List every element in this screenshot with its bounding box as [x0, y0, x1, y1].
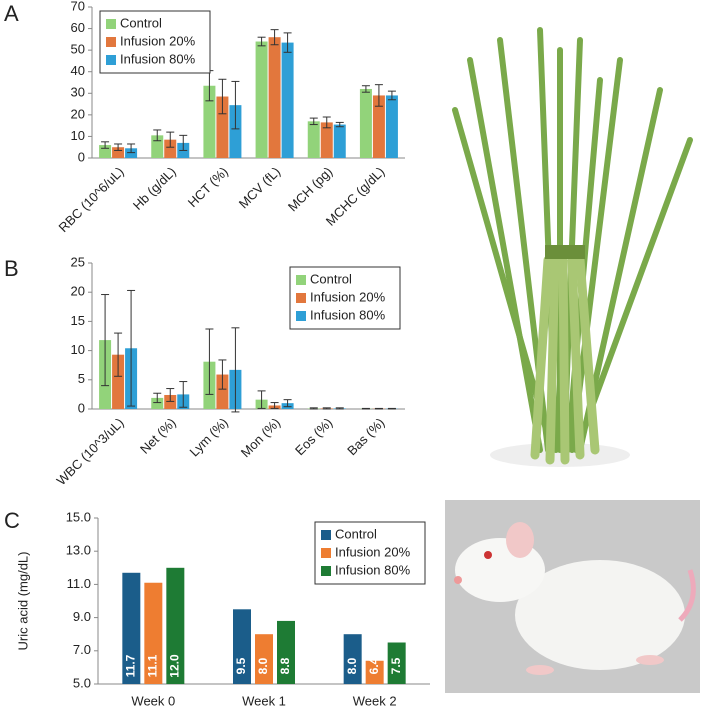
legend-label: Infusion 80% — [310, 307, 386, 322]
y-tick-label: 20 — [71, 106, 85, 121]
bar — [256, 42, 268, 158]
y-tick-label: 15 — [71, 313, 85, 328]
value-label: 12.0 — [168, 654, 182, 678]
y-tick-label: 13.0 — [66, 543, 91, 558]
y-tick-label: 30 — [71, 85, 85, 100]
x-tick-label: Eos (%) — [292, 415, 335, 458]
error-bar — [375, 408, 383, 409]
x-tick-label: MCH (pg) — [285, 164, 335, 214]
x-tick-label: Net (%) — [137, 415, 179, 457]
x-tick-label: Lym (%) — [186, 415, 230, 459]
y-tick-label: 9.0 — [73, 609, 91, 624]
legend-swatch — [106, 55, 116, 65]
value-label: 8.0 — [345, 657, 359, 674]
x-tick-label: Week 2 — [353, 693, 397, 708]
y-tick-label: 7.0 — [73, 642, 91, 657]
legend-label: Infusion 20% — [335, 544, 411, 559]
y-tick-label: 11.0 — [67, 576, 91, 591]
x-tick-label: WBC (10^3/uL) — [53, 415, 126, 488]
x-tick-label: MCV (fL) — [236, 164, 283, 211]
error-bar — [388, 408, 396, 409]
panel-letter: C — [4, 508, 20, 533]
legend-label: Control — [310, 271, 352, 286]
y-tick-label: 5.0 — [73, 675, 91, 690]
legend-label: Infusion 20% — [120, 33, 196, 48]
value-label: 9.5 — [234, 657, 248, 674]
legend-swatch — [296, 311, 306, 321]
y-tick-label: 70 — [71, 0, 85, 13]
y-tick-label: 40 — [71, 63, 85, 78]
bar — [334, 125, 346, 158]
legend-swatch — [321, 566, 331, 576]
x-tick-label: Week 0 — [131, 693, 175, 708]
legend-label: Control — [335, 526, 377, 541]
x-tick-label: Hb (g/dL) — [130, 164, 179, 213]
legend-swatch — [106, 37, 116, 47]
bar — [386, 95, 398, 158]
bar — [269, 37, 281, 158]
y-tick-label: 0 — [78, 400, 85, 415]
legend-label: Control — [120, 15, 162, 30]
value-label: 8.0 — [256, 657, 270, 674]
legend-label: Infusion 80% — [120, 51, 196, 66]
x-tick-label: HCT (%) — [185, 164, 231, 210]
bar — [308, 121, 320, 158]
bar — [360, 89, 372, 158]
x-tick-label: Mon (%) — [238, 415, 283, 460]
lemongrass-image — [455, 30, 690, 467]
panel-letter: A — [4, 1, 19, 26]
value-label: 11.1 — [146, 654, 160, 677]
y-tick-label: 10 — [71, 342, 85, 357]
y-tick-label: 0 — [78, 149, 85, 164]
rat-image — [445, 500, 700, 693]
value-label: 8.8 — [278, 657, 292, 674]
error-bar — [362, 408, 370, 409]
legend-label: Infusion 20% — [310, 289, 386, 304]
legend-swatch — [296, 293, 306, 303]
y-tick-label: 15.0 — [66, 509, 91, 524]
x-tick-label: Week 1 — [242, 693, 286, 708]
y-tick-label: 25 — [71, 254, 85, 269]
y-tick-label: 20 — [71, 284, 85, 299]
y-tick-label: 50 — [71, 42, 85, 57]
value-label: 6.4 — [367, 657, 381, 674]
panel-letter: B — [4, 256, 19, 281]
legend-label: Infusion 80% — [335, 562, 411, 577]
bar — [282, 43, 294, 158]
legend-swatch — [321, 548, 331, 558]
legend-swatch — [321, 530, 331, 540]
x-tick-label: RBC (10^6/uL) — [56, 164, 127, 235]
value-label: 11.7 — [124, 654, 138, 677]
y-axis-title: Uric acid (mg/dL) — [15, 552, 30, 651]
legend-swatch — [106, 19, 116, 29]
legend-swatch — [296, 275, 306, 285]
x-tick-label: Bas (%) — [344, 415, 387, 458]
y-tick-label: 5 — [78, 371, 85, 386]
y-tick-label: 10 — [71, 128, 85, 143]
y-tick-label: 60 — [71, 20, 85, 35]
value-label: 7.5 — [389, 657, 403, 674]
